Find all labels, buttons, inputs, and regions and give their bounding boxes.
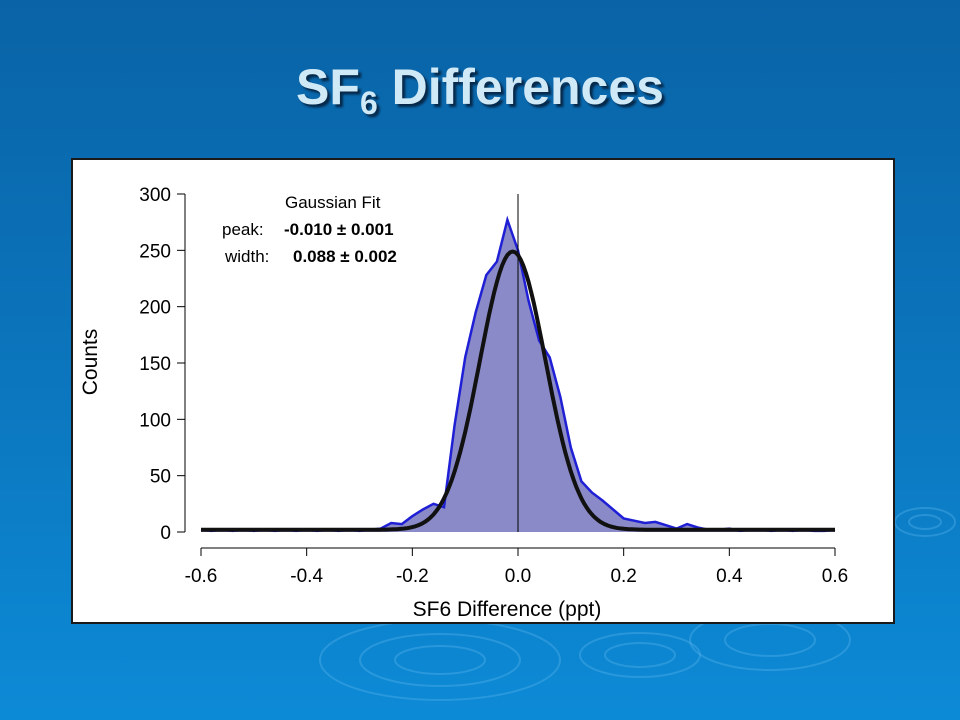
axes: 0 50 100 150 200 250 300 -0.6 -0.4 -0.2 0.0 0.2 0.4 0…	[139, 185, 848, 587]
y-tick-label: 0	[160, 523, 171, 544]
plot-area	[200, 194, 836, 533]
x-tick-label: -0.6	[185, 566, 218, 587]
x-tick-label: 0.6	[822, 566, 848, 587]
y-tick-label: 50	[150, 467, 171, 488]
title-rest: Differences	[377, 59, 664, 115]
y-axis-label: Counts	[79, 329, 102, 396]
y-tick-label: 300	[139, 185, 171, 206]
title-subscript: 6	[359, 85, 378, 121]
annotation-width-value: 0.088 ± 0.002	[293, 247, 397, 266]
annotation-peak-label: peak:	[222, 220, 264, 239]
y-tick-label: 200	[139, 298, 171, 319]
fit-annotation: Gaussian Fit peak: -0.010 ± 0.001 width:…	[222, 193, 397, 266]
axis-labels: SF6 Difference (ppt) Counts	[79, 329, 601, 621]
annotation-peak-value: -0.010 ± 0.001	[284, 220, 394, 239]
x-tick-label: 0.4	[716, 566, 743, 587]
y-tick-label: 250	[139, 241, 171, 262]
title-main: SF	[296, 59, 360, 115]
annotation-width-label: width:	[224, 247, 269, 266]
histogram-chart: 0 50 100 150 200 250 300 -0.6 -0.4 -0.2 0.0 0.2 0.4 0…	[79, 185, 848, 621]
x-axis-label: SF6 Difference (ppt)	[413, 598, 602, 621]
annotation-heading: Gaussian Fit	[285, 193, 381, 212]
x-tick-label: -0.4	[290, 566, 323, 587]
y-tick-label: 100	[139, 410, 171, 431]
x-tick-label: 0.0	[505, 566, 531, 587]
chart-panel: 0 50 100 150 200 250 300 -0.6 -0.4 -0.2 0.0 0.2 0.4 0…	[71, 158, 895, 624]
y-tick-label: 150	[139, 354, 171, 375]
slide-title: SF6 Differences	[0, 58, 960, 122]
x-tick-label: -0.2	[396, 566, 429, 587]
gaussian-fit-curve	[201, 249, 835, 532]
x-tick-label: 0.2	[610, 566, 636, 587]
